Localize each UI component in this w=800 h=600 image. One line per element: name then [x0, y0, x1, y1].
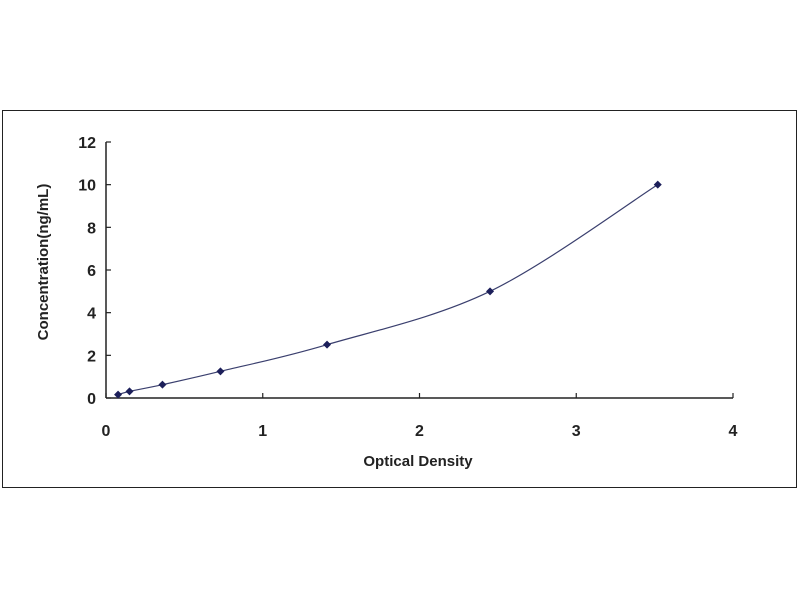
chart-frame — [2, 110, 797, 488]
x-tick-label: 1 — [258, 423, 267, 440]
data-point — [323, 340, 332, 349]
fit-curve — [117, 184, 659, 396]
y-tick-label: 12 — [78, 135, 96, 152]
y-tick-label: 10 — [78, 178, 96, 195]
x-tick-label: 4 — [729, 423, 738, 440]
data-point — [158, 380, 167, 389]
y-tick-label: 8 — [87, 220, 96, 237]
x-axis-label: Optical Density — [363, 453, 473, 470]
y-tick-label: 2 — [87, 348, 96, 365]
x-tick-label: 3 — [572, 423, 581, 440]
data-point — [216, 367, 225, 376]
y-tick-label: 4 — [87, 306, 96, 323]
data-point — [653, 180, 662, 189]
data-point — [114, 390, 123, 399]
x-tick-label: 0 — [102, 423, 111, 440]
y-axis-label: Concentration(ng/mL) — [35, 184, 52, 341]
data-point — [125, 387, 134, 396]
x-tick-label: 2 — [415, 423, 424, 440]
y-tick-label: 6 — [87, 263, 96, 280]
data-point — [486, 287, 495, 296]
y-tick-label: 0 — [87, 391, 96, 408]
